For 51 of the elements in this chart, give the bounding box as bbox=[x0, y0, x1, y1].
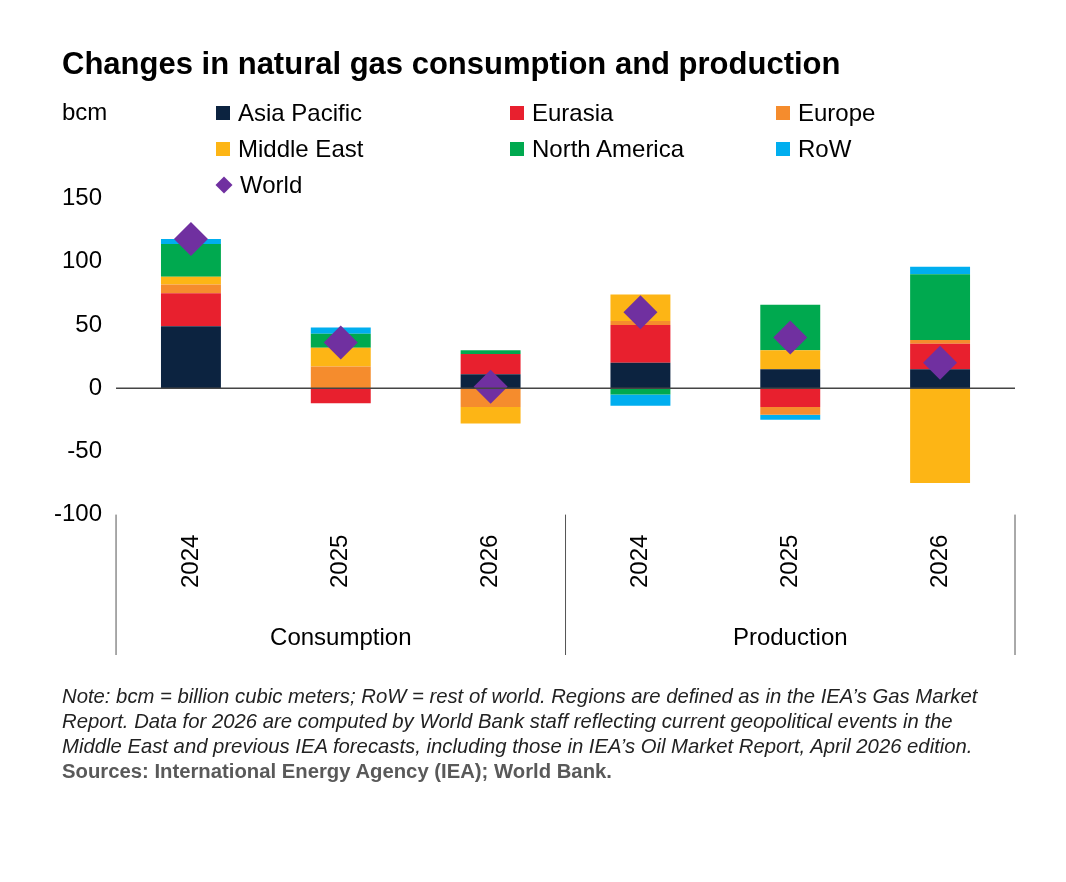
bar bbox=[160, 326, 221, 389]
x-tick-label: 2025 bbox=[774, 534, 802, 588]
x-tick-label: 2026 bbox=[924, 534, 952, 588]
x-tick-label: 2026 bbox=[475, 534, 503, 588]
legend-label: World bbox=[240, 170, 303, 199]
bar bbox=[760, 407, 821, 415]
bar bbox=[910, 266, 971, 275]
bar bbox=[460, 350, 521, 354]
legend-label: Eurasia bbox=[532, 98, 614, 127]
text: Consumption bbox=[270, 622, 412, 650]
point bbox=[173, 221, 208, 256]
y-tick-label: 100 bbox=[61, 246, 103, 274]
legend-label: Europe bbox=[798, 98, 876, 127]
y-tick-label: -50 bbox=[67, 435, 103, 463]
bar bbox=[160, 243, 221, 277]
x-tick-label: 2024 bbox=[175, 534, 203, 588]
legend-label: North America bbox=[532, 134, 685, 163]
bar bbox=[610, 394, 671, 406]
bar bbox=[610, 362, 671, 389]
bar bbox=[460, 407, 521, 424]
y-tick-label: -100 bbox=[53, 499, 103, 527]
bar bbox=[910, 388, 971, 483]
bar bbox=[760, 414, 821, 420]
point bbox=[923, 345, 958, 380]
x-tick-label: 2025 bbox=[325, 534, 353, 588]
chart-title: Changes in natural gas consumption and production bbox=[62, 46, 841, 82]
y-tick-label: 50 bbox=[75, 309, 103, 337]
bar bbox=[310, 388, 371, 404]
bar bbox=[760, 350, 821, 370]
bar bbox=[610, 324, 671, 363]
y-tick-label: 150 bbox=[61, 183, 103, 211]
x-tick-label: 2024 bbox=[625, 534, 653, 588]
legend-label: Middle East bbox=[238, 134, 364, 163]
text: Production bbox=[732, 622, 848, 650]
bar bbox=[160, 284, 221, 294]
text: Note: bcm = billion cubic meters; RoW = rest of world. Regions are defined as in the IEA’s Gas Market Report. Data for 2026 are computed by World Bank staff reflecting current geopolitical events in the Middle East and previous IEA forecasts, including those in IEA’s Oil Market Report, April 2026 edition. bbox=[62, 684, 979, 759]
y-tick-label: 0 bbox=[88, 372, 103, 400]
bar bbox=[760, 388, 821, 408]
y-axis-title: bcm bbox=[62, 98, 108, 126]
bar bbox=[460, 353, 521, 375]
legend-label: RoW bbox=[798, 134, 852, 163]
legend-label: Asia Pacific bbox=[238, 98, 363, 127]
bar bbox=[760, 369, 821, 389]
bar bbox=[310, 366, 371, 389]
source-note: Sources: International Energy Agency (IEA); World Bank. bbox=[62, 759, 613, 784]
point bbox=[323, 325, 358, 360]
bar bbox=[160, 276, 221, 285]
bar bbox=[160, 293, 221, 327]
point bbox=[623, 295, 658, 330]
bar bbox=[910, 274, 971, 341]
bar bbox=[910, 340, 971, 344]
